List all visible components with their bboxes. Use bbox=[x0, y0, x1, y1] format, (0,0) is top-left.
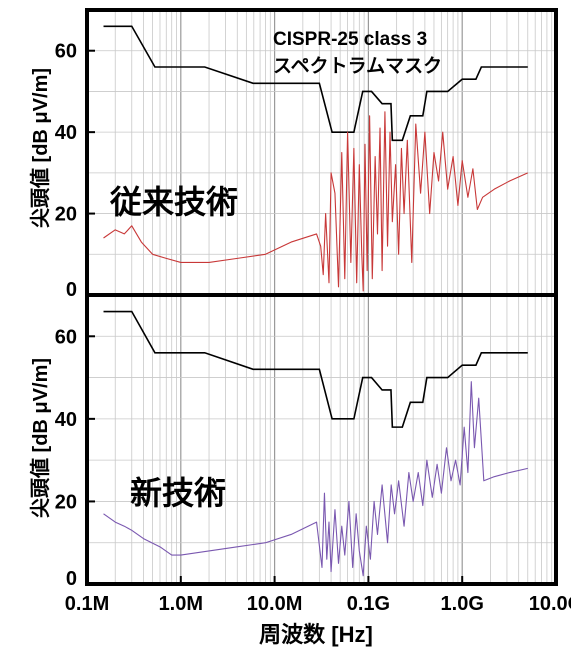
x-tick-label: 10.0M bbox=[247, 593, 303, 615]
emission-trace bbox=[103, 111, 528, 292]
x-tick-labels: 0.1M 1.0M 10.0M 0.1G 1.0G 10.0G bbox=[65, 576, 571, 615]
grid-lines bbox=[86, 10, 556, 295]
y-tick-label: 20 bbox=[55, 491, 77, 513]
x-tick-label: 0.1M bbox=[65, 593, 109, 615]
x-tick-label: 10.0G bbox=[529, 593, 571, 615]
grid-lines bbox=[86, 295, 556, 584]
series-layer bbox=[103, 25, 528, 292]
mask-limit-line bbox=[103, 25, 528, 142]
emission-trace bbox=[103, 381, 528, 577]
x-tick-label: 0.1G bbox=[347, 593, 390, 615]
y-tick-label: 60 bbox=[55, 41, 77, 63]
y-tick-labels: 0 20 40 60 bbox=[55, 326, 95, 590]
panel-label: 新技術 bbox=[130, 475, 226, 511]
x-tick-label: 1.0G bbox=[441, 593, 484, 615]
panel-new: 0 20 40 60 0.1M 1.0M 10.0M 0.1G 1.0G 10.0G 新技術 尖… bbox=[28, 293, 571, 647]
y-tick-label: 0 bbox=[66, 279, 77, 301]
mask-label-line-2: スペクトラムマスク bbox=[273, 55, 442, 77]
mask-label-line-1: CISPR-25 class 3 bbox=[273, 29, 427, 50]
y-tick-label: 0 bbox=[66, 568, 77, 590]
series-layer bbox=[103, 310, 528, 577]
y-axis-label: 尖頭値 [dB μV/m] bbox=[28, 358, 52, 518]
y-tick-label: 40 bbox=[55, 122, 77, 144]
y-tick-label: 60 bbox=[55, 326, 77, 348]
panel-label: 従来技術 bbox=[109, 184, 238, 220]
y-tick-labels: 0 20 40 60 bbox=[55, 41, 95, 301]
y-axis-label: 尖頭値 [dB μV/m] bbox=[28, 68, 52, 228]
y-tick-label: 20 bbox=[55, 204, 77, 226]
plot-frame bbox=[85, 293, 558, 586]
x-tick-label: 1.0M bbox=[159, 593, 203, 615]
mask-limit-line bbox=[103, 310, 528, 428]
y-tick-label: 40 bbox=[55, 409, 77, 431]
x-axis-label: 周波数 [Hz] bbox=[259, 622, 373, 647]
